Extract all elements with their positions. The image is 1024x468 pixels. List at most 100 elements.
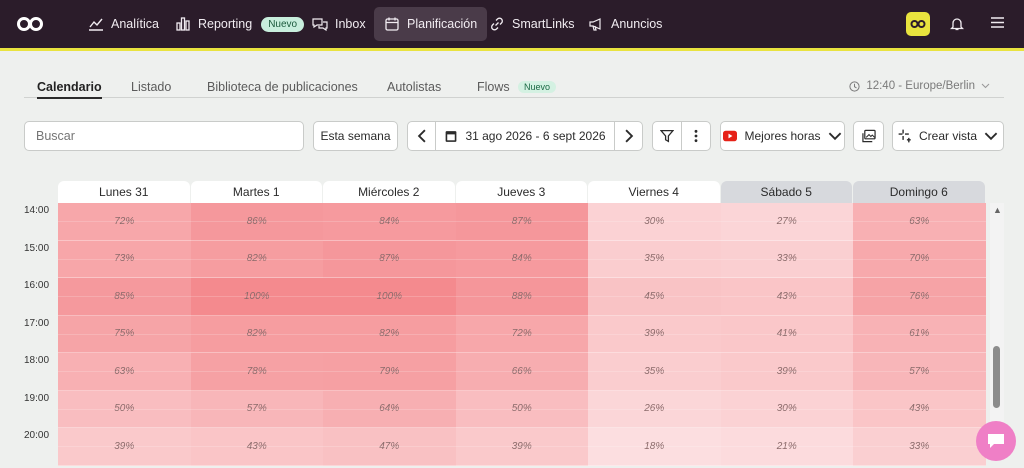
best-hour-cell[interactable]: 72% [58,203,191,241]
best-hour-cell[interactable]: 43% [853,390,986,428]
best-hour-cell[interactable]: 82% [190,315,323,353]
best-hour-cell[interactable]: 66% [455,353,588,391]
best-hour-cell[interactable]: 63% [58,353,191,391]
nav-analitica[interactable]: Analítica [78,7,169,41]
images-icon [861,129,876,143]
app-logo-icon[interactable] [16,15,44,33]
chat-support-button[interactable] [976,421,1016,461]
create-view-dropdown[interactable]: Crear vista [892,121,1004,151]
best-hour-cell[interactable]: 27% [720,203,853,241]
date-range-display[interactable]: 31 ago 2026 - 6 sept 2026 [436,129,614,143]
scrollbar-track[interactable] [990,203,1004,456]
best-hour-cell[interactable]: 57% [190,390,323,428]
best-hour-cell[interactable]: 82% [190,240,323,278]
clock-icon [849,80,860,92]
day-header[interactable]: Viernes 4 [588,181,720,203]
best-hour-cell[interactable]: 21% [720,428,853,466]
best-hour-cell[interactable]: 30% [588,203,721,241]
cell-percentage: 70% [909,253,930,265]
best-hour-cell[interactable]: 82% [323,315,456,353]
best-hour-cell[interactable]: 50% [58,390,191,428]
best-hour-cell[interactable]: 73% [58,240,191,278]
best-hour-cell[interactable]: 35% [588,240,721,278]
tab-listado[interactable]: Listado [131,80,172,94]
best-hour-cell[interactable]: 43% [720,278,853,316]
best-hour-cell[interactable]: 39% [455,428,588,466]
best-hour-cell[interactable]: 63% [853,203,986,241]
best-hour-cell[interactable]: 45% [588,278,721,316]
best-hour-cell[interactable]: 30% [720,390,853,428]
best-hour-cell[interactable]: 75% [58,315,191,353]
tab-flows[interactable]: Flows [477,80,510,94]
cell-percentage: 86% [246,215,267,227]
best-hour-cell[interactable]: 57% [853,353,986,391]
tab-biblioteca[interactable]: Biblioteca de publicaciones [207,80,358,94]
best-hour-cell[interactable]: 43% [190,428,323,466]
nav-label: Reporting [198,17,253,31]
nav-planificacion[interactable]: Planificación [374,7,488,41]
best-hour-cell[interactable]: 100% [323,278,456,316]
best-hour-cell[interactable]: 87% [323,240,456,278]
cell-percentage: 50% [511,403,532,415]
best-hour-cell[interactable]: 64% [323,390,456,428]
day-header[interactable]: Domingo 6 [853,181,985,203]
best-hour-cell[interactable]: 78% [190,353,323,391]
nav-smartlinks[interactable]: SmartLinks [479,7,585,41]
nav-anuncios[interactable]: Anuncios [578,7,672,41]
nav-reporting[interactable]: Reporting Nuevo [165,7,314,41]
account-avatar[interactable] [906,12,930,36]
best-hour-cell[interactable]: 39% [720,353,853,391]
menu-icon[interactable] [991,17,1004,28]
best-hour-cell[interactable]: 35% [588,353,721,391]
best-hours-dropdown[interactable]: Mejores horas [720,121,845,151]
chevron-down-icon [984,132,998,141]
best-hour-cell[interactable]: 18% [588,428,721,466]
filter-button[interactable] [653,122,682,150]
next-week-button[interactable] [614,122,642,150]
best-hour-cell[interactable]: 47% [323,428,456,466]
best-hour-cell[interactable]: 26% [588,390,721,428]
best-hour-cell[interactable]: 41% [720,315,853,353]
nav-inbox[interactable]: Inbox [302,7,376,41]
day-header[interactable]: Martes 1 [190,181,322,203]
prev-week-button[interactable] [408,122,436,150]
scroll-up-icon[interactable]: ▲ [993,205,1002,215]
bell-icon[interactable] [950,16,964,31]
best-hour-cell[interactable]: 72% [455,315,588,353]
nav-label: Analítica [111,17,159,31]
best-hour-cell[interactable]: 84% [323,203,456,241]
best-hour-cell[interactable]: 79% [323,353,456,391]
best-hour-cell[interactable]: 76% [853,278,986,316]
day-header[interactable]: Miércoles 2 [323,181,455,203]
best-hour-cell[interactable]: 86% [190,203,323,241]
best-hour-cell[interactable]: 100% [190,278,323,316]
best-hour-cell[interactable]: 61% [853,315,986,353]
best-hour-cell[interactable]: 50% [455,390,588,428]
chevron-right-icon [624,129,633,143]
best-hour-cell[interactable]: 88% [455,278,588,316]
media-library-button[interactable] [853,121,884,151]
tab-calendario[interactable]: Calendario [37,80,102,99]
best-hour-cell[interactable]: 33% [720,240,853,278]
cell-percentage: 84% [511,253,532,265]
best-hour-cell[interactable]: 39% [588,315,721,353]
day-header[interactable]: Jueves 3 [455,181,587,203]
this-week-button[interactable]: Esta semana [313,121,398,151]
best-hour-cell[interactable]: 85% [58,278,191,316]
search-input[interactable] [24,121,304,151]
cell-percentage: 79% [379,365,400,377]
best-hour-cell[interactable]: 39% [58,428,191,466]
day-header[interactable]: Lunes 31 [58,181,190,203]
best-hour-cell[interactable]: 84% [455,240,588,278]
day-header[interactable]: Sábado 5 [720,181,852,203]
cell-percentage: 87% [379,253,400,265]
best-hour-cell[interactable]: 87% [455,203,588,241]
timezone-selector[interactable]: 12:40 - Europe/Berlin [849,80,990,92]
more-options-button[interactable] [682,122,710,150]
cell-percentage: 61% [909,328,930,340]
best-hour-cell[interactable]: 70% [853,240,986,278]
scrollbar-thumb[interactable] [993,346,1000,408]
tab-autolistas[interactable]: Autolistas [387,80,442,94]
best-hour-cell[interactable]: 33% [853,428,986,466]
week-calendar: ▲ Lunes 31 Martes 1 Miércoles 2 Jueves 3 Vie… [24,181,1004,466]
